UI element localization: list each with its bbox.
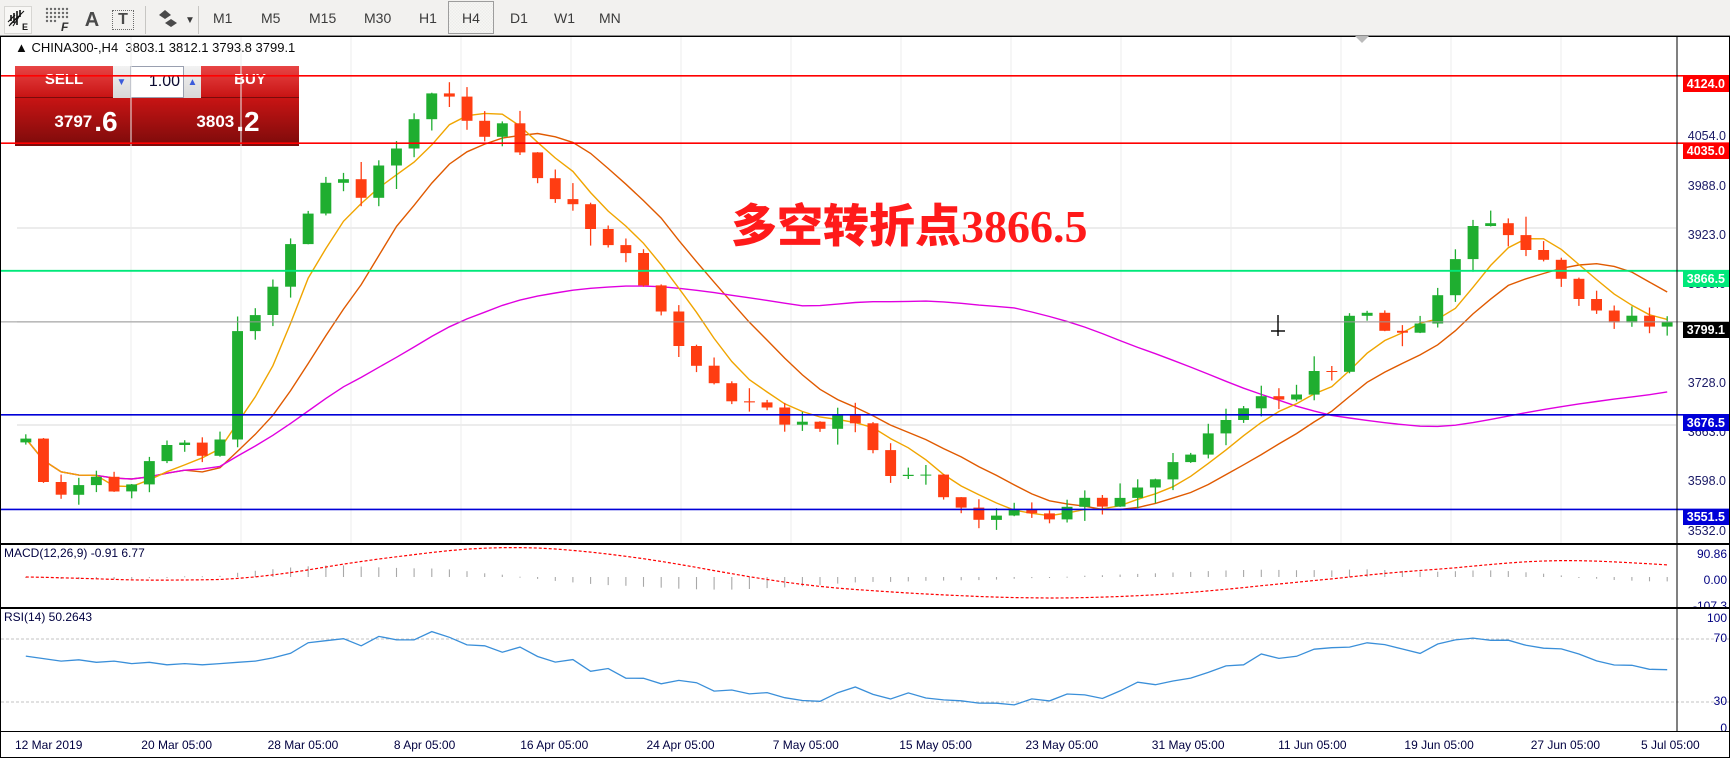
svg-text:F: F: [61, 20, 69, 33]
svg-text:多空转折点3866.5: 多空转折点3866.5: [731, 190, 1088, 256]
